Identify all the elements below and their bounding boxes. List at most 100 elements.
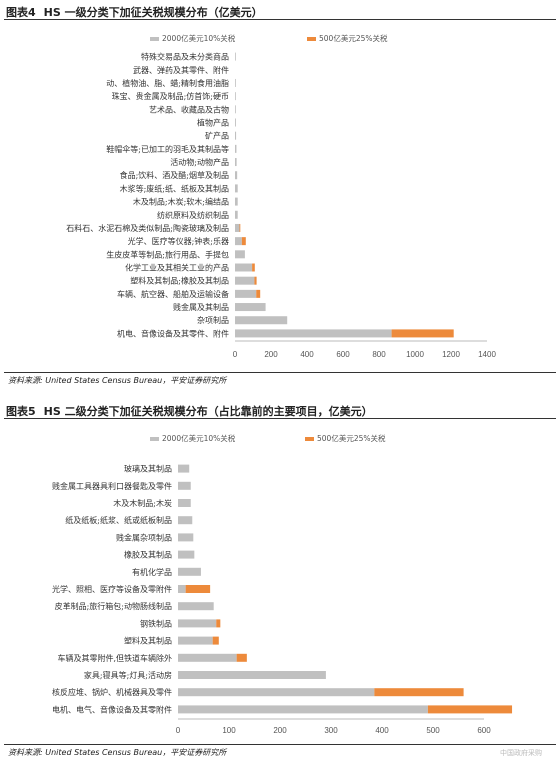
category-label: 石料石、水泥石棉及类似制品;陶瓷玻璃及制品	[66, 223, 229, 233]
x-tick-label: 0	[233, 350, 238, 359]
figure1-label: 图表4	[6, 6, 36, 19]
bar-series1	[178, 636, 213, 645]
category-label: 食品;饮料、酒及醋;烟草及制品	[120, 170, 229, 180]
bar-series1	[235, 223, 240, 232]
bar-series1	[178, 567, 201, 576]
bar-series1	[235, 303, 266, 312]
bar-series1	[235, 316, 288, 325]
bar-series1	[235, 250, 245, 259]
legend-label-1: 2000亿美元10%关税	[162, 433, 236, 443]
figure1-title: 图表4 HS 一级分类下加征关税规模分布（亿美元）	[6, 4, 263, 20]
bar-series2	[241, 237, 246, 246]
category-label: 贱金属及其制品	[173, 302, 229, 312]
category-label: 车辆、航空器、船舶及运输设备	[117, 289, 229, 299]
bar-series2	[185, 585, 211, 593]
category-label: 木及制品;木炭;软木;编结品	[133, 197, 229, 207]
bar-series2	[216, 619, 221, 628]
figure2-source: 资料来源: United States Census Bureau，平安证券研究…	[8, 748, 227, 757]
category-label: 玻璃及其制品	[124, 464, 172, 474]
figure1-top-rule	[4, 19, 556, 20]
category-label: 矿产品	[205, 131, 229, 141]
bar-series1	[235, 131, 237, 140]
bar-series1	[178, 516, 193, 525]
bar-series1	[235, 144, 237, 153]
watermark: 中国政府采购	[500, 749, 542, 757]
category-label: 杂项制品	[197, 315, 229, 325]
category-label: 珠宝、贵金属及制品;仿首饰;硬币	[112, 91, 229, 101]
figure2-label: 图表5	[6, 405, 36, 418]
figure1-source: 资料来源: United States Census Bureau，平安证券研究…	[8, 376, 227, 385]
bar-series1	[235, 78, 236, 87]
x-tick-label: 200	[264, 350, 278, 359]
category-label: 贱金属工具器具利口器餐匙及零件	[52, 481, 172, 491]
category-label: 光学、医疗等仪器;钟表;乐器	[128, 236, 229, 246]
category-label: 机电、音像设备及其零件、附件	[117, 328, 229, 338]
bar-series1	[235, 171, 238, 180]
category-label: 钢铁制品	[140, 618, 172, 628]
bar-series2	[256, 289, 261, 298]
x-tick-label: 1400	[478, 350, 496, 359]
bar-series1	[178, 653, 237, 662]
figure2-title-text: HS 二级分类下加征关税规模分布（占比靠前的主要项目，亿美元）	[43, 405, 373, 418]
bar-series2	[374, 688, 464, 697]
bar-series1	[178, 499, 191, 507]
category-label: 鞋帽伞等;已加工的羽毛及其制品等	[106, 144, 229, 154]
category-label: 塑料及其制品;橡胶及其制品	[130, 276, 229, 286]
legend-swatch-1	[150, 437, 159, 441]
bar-series1	[235, 210, 238, 219]
bar-series2	[254, 276, 257, 285]
bar-series1	[235, 276, 255, 285]
category-label: 电机、电气、音像设备及其零附件	[52, 704, 172, 714]
x-tick-label: 600	[336, 350, 350, 359]
figure1-title-text: HS 一级分类下加征关税规模分布（亿美元）	[43, 6, 263, 19]
category-label: 动、植物油、脂、蜡;精制食用油脂	[106, 78, 229, 88]
bar-series1	[235, 237, 242, 246]
bar-series1	[235, 105, 236, 114]
bar-series1	[235, 52, 236, 61]
bar-series1	[178, 705, 428, 714]
category-label: 光学、照相、医疗等设备及零附件	[52, 584, 172, 594]
category-label: 皮革制品;旅行箱包;动物肠线制品	[55, 601, 172, 611]
category-label: 核反应堆、锅炉、机械器具及零件	[52, 687, 172, 697]
category-label: 塑料及其制品	[124, 636, 172, 646]
x-tick-label: 400	[300, 350, 314, 359]
category-label: 武器、弹药及其零件、附件	[133, 65, 229, 75]
legend-label-2: 500亿美元25%关税	[319, 33, 388, 43]
category-label: 木浆等;废纸;纸、纸板及其制品	[120, 183, 229, 193]
x-tick-label: 600	[477, 726, 491, 735]
category-label: 艺术品、收藏品及古物	[149, 104, 229, 114]
bar-series1	[178, 533, 194, 542]
bar-series1	[178, 671, 326, 679]
legend-swatch-2	[305, 437, 314, 441]
bar-series1	[235, 118, 236, 127]
bar-series1	[235, 289, 257, 298]
x-tick-label: 100	[222, 726, 236, 735]
bar-series2	[236, 653, 247, 662]
bar-series2	[427, 705, 513, 714]
bar-series1	[178, 550, 195, 559]
x-tick-label: 800	[372, 350, 386, 359]
bar-series1	[178, 688, 375, 697]
category-label: 贱金属杂项制品	[116, 532, 172, 542]
figure2-top-rule	[4, 418, 556, 419]
x-tick-label: 500	[426, 726, 440, 735]
bar-series2	[252, 263, 255, 272]
bar-series1	[178, 481, 191, 490]
bar-series1	[235, 158, 237, 167]
bar-series2	[391, 329, 454, 338]
x-tick-label: 200	[273, 726, 287, 735]
figure2-bottom-rule	[4, 744, 556, 745]
category-label: 生皮皮革等制品;旅行用品、手提包	[106, 249, 229, 259]
bar-series1	[235, 197, 238, 206]
category-label: 化学工业及其相关工业的产品	[125, 263, 229, 273]
legend-label-2: 500亿美元25%关税	[317, 433, 386, 443]
x-tick-label: 1000	[406, 350, 424, 359]
bar-series1	[235, 92, 236, 101]
category-label: 家具;寝具等;灯具;活动房	[84, 670, 172, 680]
category-label: 植物产品	[197, 118, 229, 128]
bar-series1	[178, 464, 190, 473]
category-label: 活动物;动物产品	[170, 157, 229, 167]
bar-series1	[178, 619, 217, 628]
legend-label-1: 2000亿美元10%关税	[162, 33, 236, 43]
bar-series2	[212, 636, 219, 645]
